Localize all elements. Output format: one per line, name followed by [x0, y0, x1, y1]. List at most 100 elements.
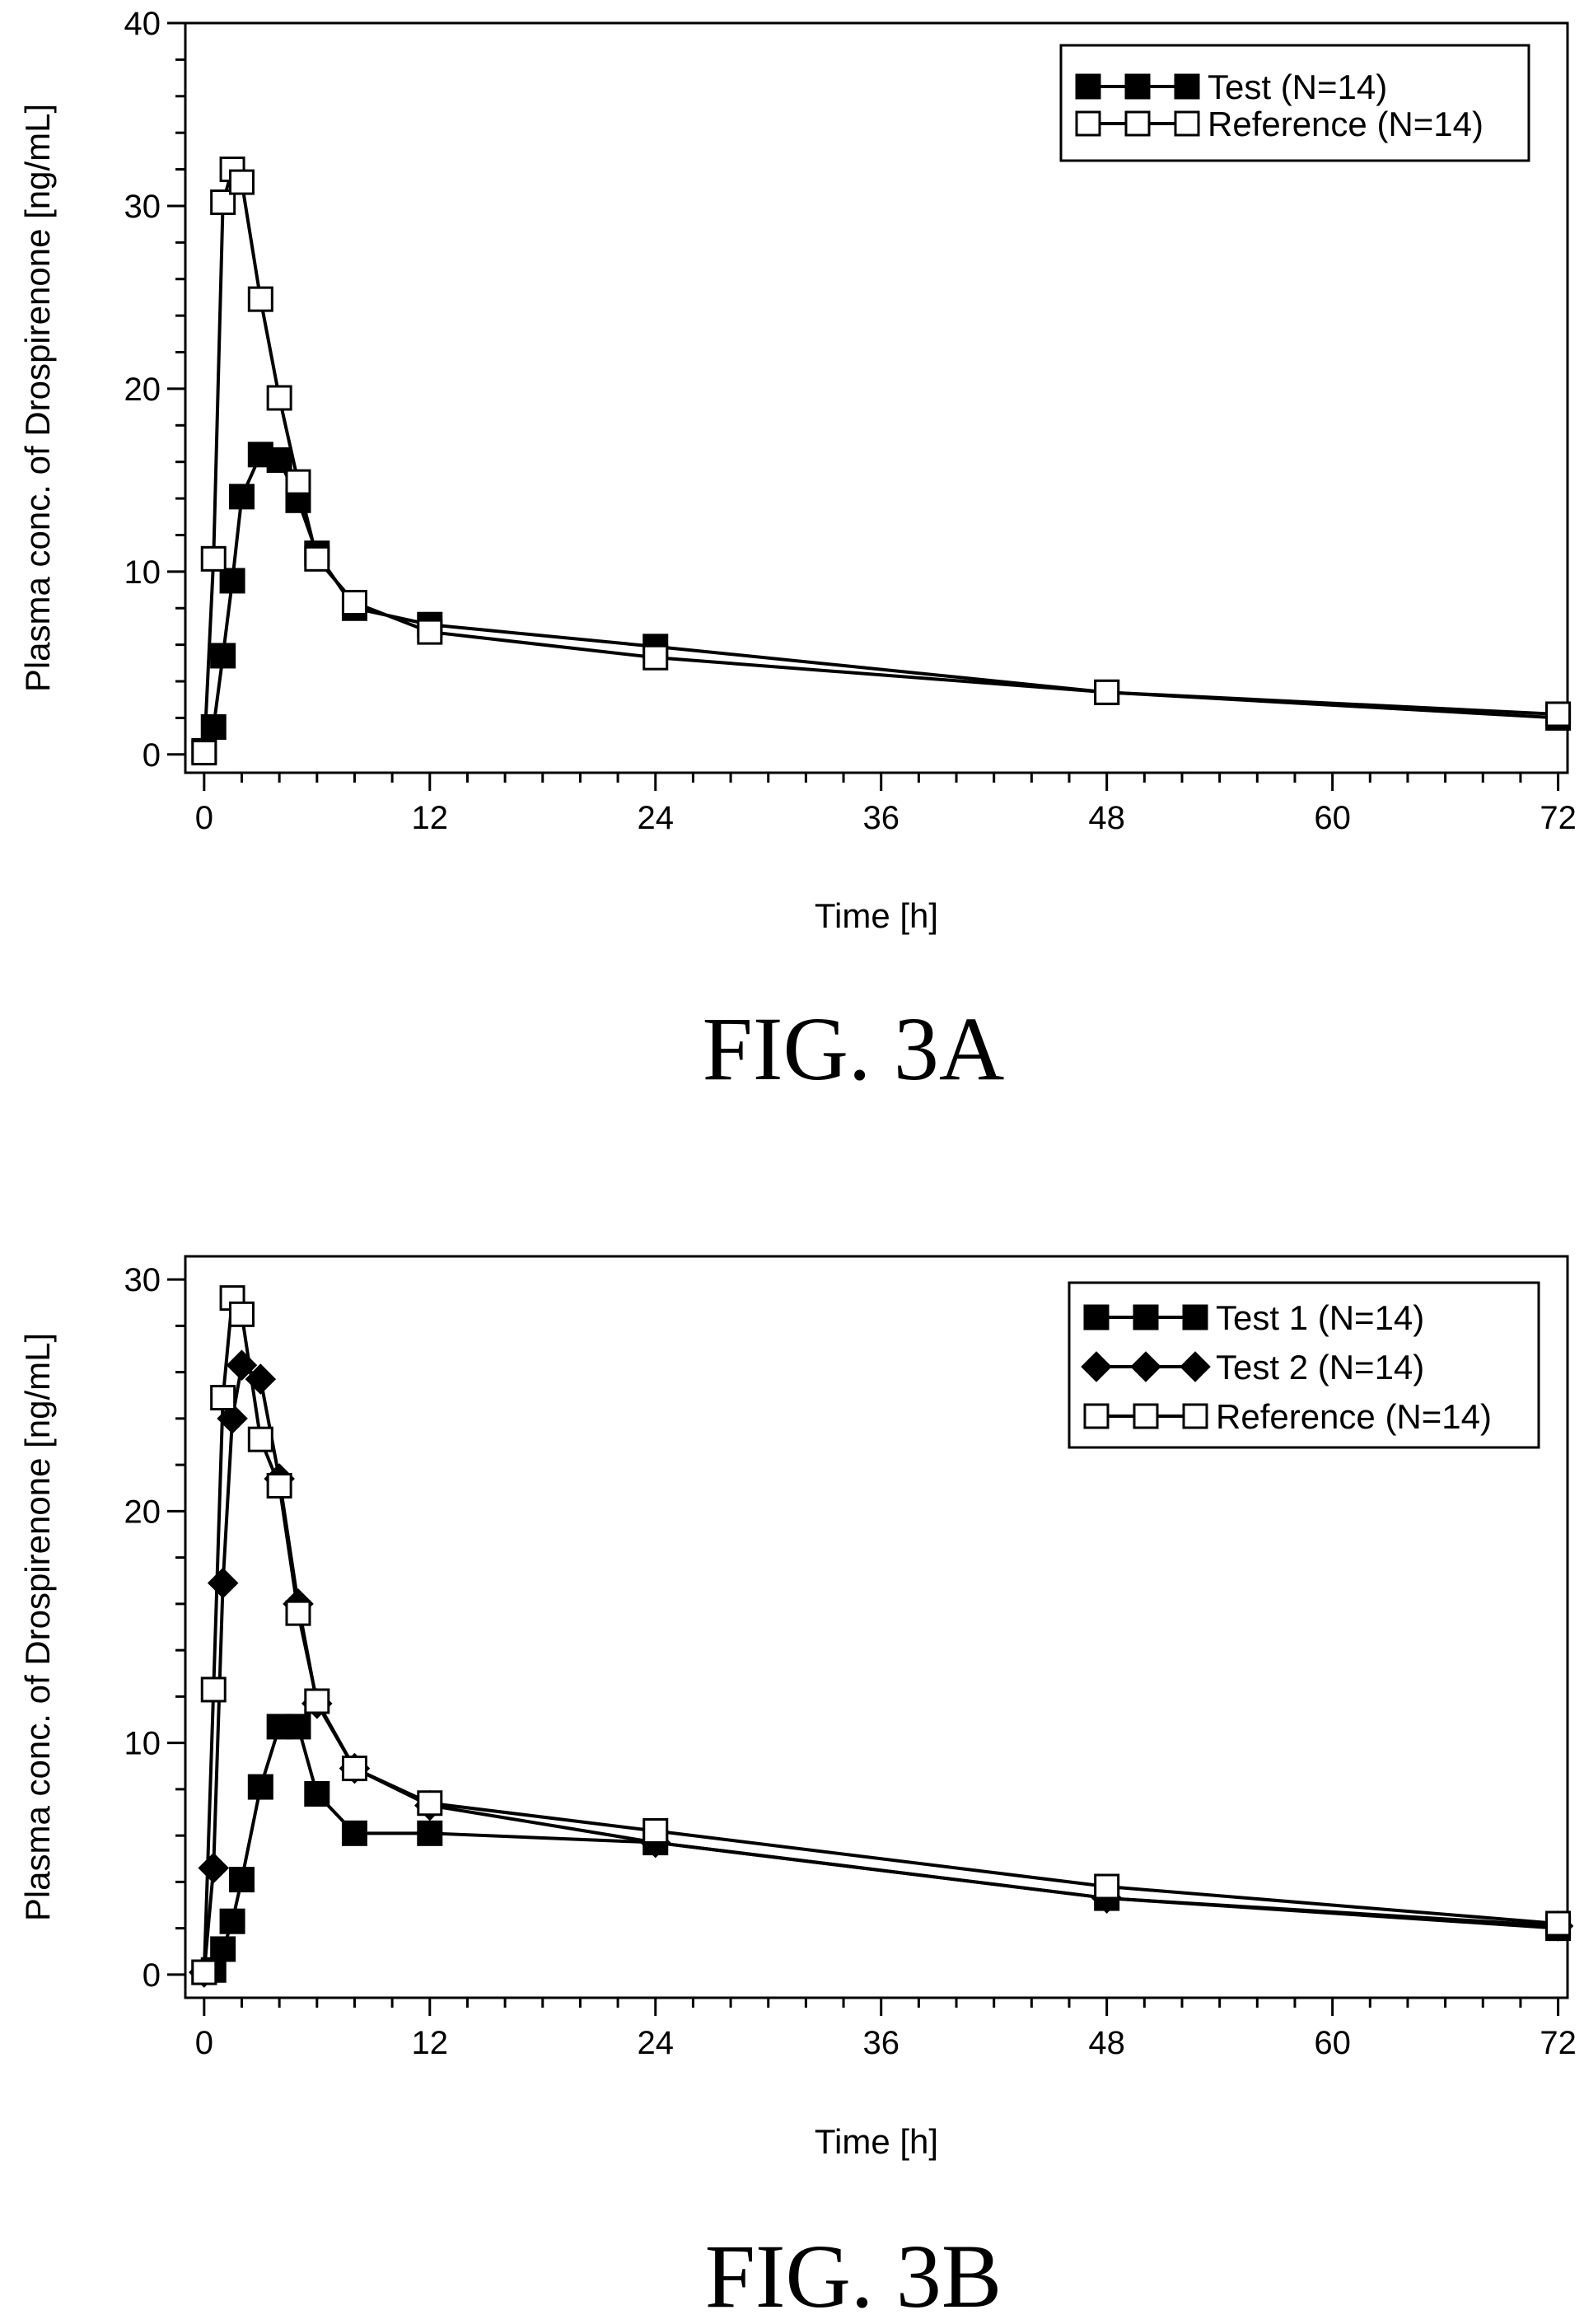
data-point	[228, 1867, 255, 1893]
y-tick-label: 40	[124, 6, 161, 42]
data-point	[642, 644, 669, 671]
data-point	[285, 1714, 311, 1740]
legend-marker	[1124, 110, 1151, 137]
legend-marker	[1075, 110, 1101, 137]
legend-marker	[1174, 73, 1200, 100]
legend-label: Reference (N=14)	[1208, 105, 1484, 143]
legend: Test 1 (N=14) Test 2 (N=14) Reference (N=1…	[1068, 1281, 1540, 1449]
legend: Test (N=14)Reference (N=14)	[1059, 44, 1530, 162]
x-tick-label: 24	[637, 800, 674, 836]
x-tick-label: 72	[1540, 800, 1577, 836]
data-point	[191, 740, 217, 766]
legend-marker	[1182, 1304, 1208, 1330]
y-tick-label: 30	[124, 1262, 161, 1298]
plot-frame	[184, 21, 1569, 774]
data-point	[341, 1756, 367, 1782]
series-3	[191, 1285, 1572, 1985]
series-line	[203, 1724, 1558, 1975]
data-point	[219, 568, 245, 594]
legend-label: Test (N=14)	[1208, 68, 1387, 106]
x-tick-label: 60	[1314, 800, 1351, 836]
x-tick-label: 72	[1540, 2025, 1577, 2061]
data-point	[207, 1567, 239, 1599]
x-tick-label: 0	[195, 2025, 213, 2061]
series-1	[191, 1714, 1572, 1985]
data-point	[210, 1385, 236, 1411]
legend-entry: Reference (N=14)	[1075, 105, 1484, 143]
x-tick-label: 48	[1088, 2025, 1125, 2061]
data-point	[228, 484, 255, 510]
y-tick-label: 0	[143, 737, 161, 774]
data-point	[1094, 679, 1120, 705]
x-tick-label: 12	[412, 2025, 449, 2061]
data-point	[198, 1852, 230, 1884]
figure-caption-3a: FIG. 3A	[703, 998, 1005, 1099]
data-point	[247, 286, 273, 312]
data-point	[210, 1936, 236, 1962]
data-point	[247, 442, 273, 468]
legend-label: Reference (N=14)	[1216, 1397, 1492, 1436]
y-axis: 0 10 20 30	[124, 1262, 185, 1994]
data-point	[1545, 1910, 1572, 1937]
y-tick-label: 0	[143, 1957, 161, 1994]
series-layer	[189, 1285, 1574, 1988]
legend-marker	[1182, 1403, 1208, 1429]
legend-entry: Test (N=14)	[1075, 68, 1387, 106]
y-tick-label: 10	[124, 554, 161, 591]
x-tick-label: 12	[412, 800, 449, 836]
data-point	[417, 1820, 443, 1846]
data-point	[341, 1820, 367, 1846]
data-point	[266, 447, 292, 473]
series-line	[202, 166, 1558, 753]
legend-marker	[1081, 1351, 1112, 1382]
legend-marker	[1180, 1351, 1211, 1382]
data-point	[247, 1426, 273, 1452]
figure-caption-3b: FIG. 3B	[705, 2226, 1002, 2324]
x-axis-title: Time [h]	[815, 896, 938, 935]
data-point	[228, 169, 255, 195]
y-axis-title: Plasma conc. of Drospirenone [ng/mL]	[18, 1333, 57, 1921]
legend-label: Test 1 (N=14)	[1216, 1298, 1424, 1337]
legend-label: Test 2 (N=14)	[1216, 1348, 1424, 1386]
data-point	[210, 643, 236, 669]
legend-entry: Test 2 (N=14)	[1081, 1348, 1424, 1386]
legend-entry: Reference (N=14)	[1083, 1397, 1492, 1436]
legend-marker	[1174, 110, 1200, 137]
data-point	[642, 1818, 669, 1844]
series-line	[202, 1362, 1558, 1973]
legend-marker	[1083, 1304, 1110, 1330]
data-point	[304, 545, 330, 572]
x-tick-label: 36	[862, 2025, 899, 2061]
data-point	[304, 1781, 330, 1807]
data-point	[285, 1600, 311, 1626]
series-1	[191, 442, 1572, 764]
x-axis: 0 12 24 36 48 60 72	[195, 773, 1577, 836]
y-tick-label: 10	[124, 1726, 161, 1762]
data-point	[247, 1774, 273, 1800]
y-tick-label: 20	[124, 372, 161, 408]
data-point	[266, 385, 292, 411]
y-axis: 0 10 20 30 40	[124, 6, 185, 774]
chart-fig-3a: 0 10 20 30 40 0 12 24 36 48 60 72 Test (N=14)Refer…	[18, 6, 1577, 1099]
data-point	[1094, 1873, 1120, 1900]
legend-marker	[1083, 1403, 1110, 1429]
x-axis: 0 12 24 36 48 60 72	[195, 1998, 1577, 2061]
data-point	[228, 1301, 255, 1327]
legend-entry: Test 1 (N=14)	[1083, 1298, 1424, 1337]
data-point	[285, 469, 311, 495]
legend-marker	[1124, 73, 1151, 100]
plot-frame	[184, 1255, 1569, 1999]
data-point	[417, 1790, 443, 1817]
legend-marker	[1133, 1304, 1159, 1330]
x-tick-label: 0	[195, 800, 213, 836]
data-point	[417, 619, 443, 645]
data-point	[191, 1959, 217, 1985]
x-tick-label: 36	[862, 800, 899, 836]
x-tick-label: 48	[1088, 800, 1125, 836]
data-point	[219, 1908, 245, 1934]
series-line	[202, 1293, 1558, 1973]
data-point	[266, 1472, 292, 1499]
legend-marker	[1130, 1351, 1161, 1382]
x-tick-label: 24	[637, 2025, 674, 2061]
